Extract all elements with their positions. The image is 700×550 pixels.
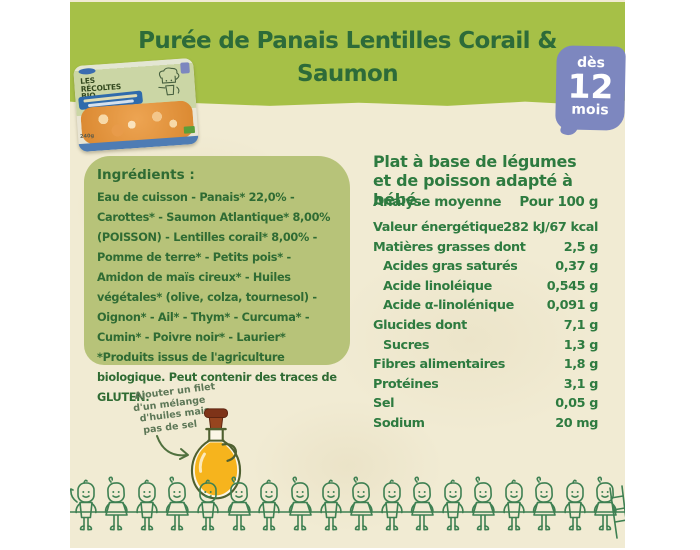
nutrition-row-alpha-linolenic: Acide α-linolénique 0,091 g — [373, 296, 598, 316]
ingredients-box: Ingrédients : Eau de cuisson - Panais* 2… — [84, 156, 350, 404]
nutrition-row-carbs: Glucides dont 7,1 g — [373, 316, 598, 336]
row-value: 1,3 g — [563, 337, 599, 353]
children-frieze-illustration — [70, 476, 625, 539]
nutrition-header-value: Pour 100 g — [519, 194, 598, 210]
nutrition-header-label: Analyse moyenne — [373, 194, 502, 210]
age-badge: dès 12 mois — [555, 45, 626, 131]
age-badge-number: 12 — [567, 66, 614, 107]
ingredients-footnote-gluten: Peut contenir des traces de GLUTEN. — [97, 371, 337, 404]
row-label: Protéines — [373, 376, 439, 392]
pack-weight: 240g — [79, 133, 95, 140]
ingredients-footnote-bio: *Produits issus de l'agriculture biologi… — [97, 351, 285, 384]
row-value: 0,545 g — [546, 278, 599, 294]
organic-logo — [183, 125, 196, 134]
curved-arrow-icon — [156, 435, 189, 460]
row-value: 1,8 g — [563, 357, 599, 373]
row-label: Matières grasses dont — [373, 239, 526, 255]
row-value: 20 mg — [555, 415, 598, 431]
nutrition-row-sugars: Sucres 1,3 g — [373, 336, 598, 356]
description-line2: et de poisson adapté à bébé. — [373, 171, 573, 209]
nutrition-row-energy: Valeur énergétique 282 kJ/67 kcal — [373, 218, 598, 238]
chef-doodle-icon — [158, 67, 180, 96]
row-label: Acide α-linolénique — [383, 298, 514, 314]
page-title: Purée de Panais Lentilles Corail & Saumo… — [70, 25, 625, 91]
row-value: 0,37 g — [555, 259, 598, 275]
nutrition-row-fat: Matières grasses dont 2,5 g — [373, 238, 598, 258]
product-pack-photo: LES RÉCOLTES BIO 240g — [73, 57, 199, 153]
ingredients-list: Eau de cuisson - Panais* 22,0% - Carotte… — [97, 191, 331, 344]
page-title-line1: Purée de Panais Lentilles Corail & — [138, 28, 557, 54]
row-label: Acides gras saturés — [383, 259, 518, 275]
nutrition-header: Analyse moyenne Pour 100 g — [373, 194, 598, 210]
row-value: 282 kJ/67 kcal — [503, 220, 598, 235]
label-page: Purée de Panais Lentilles Corail & Saumo… — [70, 0, 626, 548]
row-label: Sodium — [373, 415, 425, 431]
product-description: Plat à base de légumes et de poisson ada… — [373, 152, 625, 209]
row-value: 7,1 g — [563, 317, 599, 333]
nutrition-row-sodium: Sodium 20 mg — [373, 414, 598, 434]
nutrition-row-salt: Sel 0,05 g — [373, 394, 598, 414]
nutrition-row-saturated: Acides gras saturés 0,37 g — [373, 257, 598, 277]
nutrition-table: Analyse moyenne Pour 100 g Valeur énergé… — [373, 194, 598, 434]
row-label: Acide linoléique — [383, 278, 492, 294]
page-title-line2: Saumon — [296, 61, 399, 87]
row-value: 0,091 g — [546, 298, 599, 314]
ingredients-title: Ingrédients : — [97, 167, 195, 183]
row-label: Fibres alimentaires — [373, 357, 506, 373]
age-badge-suffix: mois — [571, 101, 609, 119]
nutrition-row-linoleic: Acide linoléique 0,545 g — [373, 277, 598, 297]
row-label: Glucides dont — [373, 317, 467, 333]
row-label: Valeur énergétique — [373, 220, 504, 235]
row-value: 0,05 g — [555, 396, 598, 412]
nutrition-row-fiber: Fibres alimentaires 1,8 g — [373, 355, 598, 375]
row-label: Sel — [373, 396, 395, 412]
description-line1: Plat à base de légumes — [373, 152, 577, 171]
row-value: 3,1 g — [563, 376, 599, 392]
row-label: Sucres — [383, 337, 430, 353]
nutrition-row-protein: Protéines 3,1 g — [373, 375, 598, 395]
row-value: 2,5 g — [563, 239, 599, 255]
